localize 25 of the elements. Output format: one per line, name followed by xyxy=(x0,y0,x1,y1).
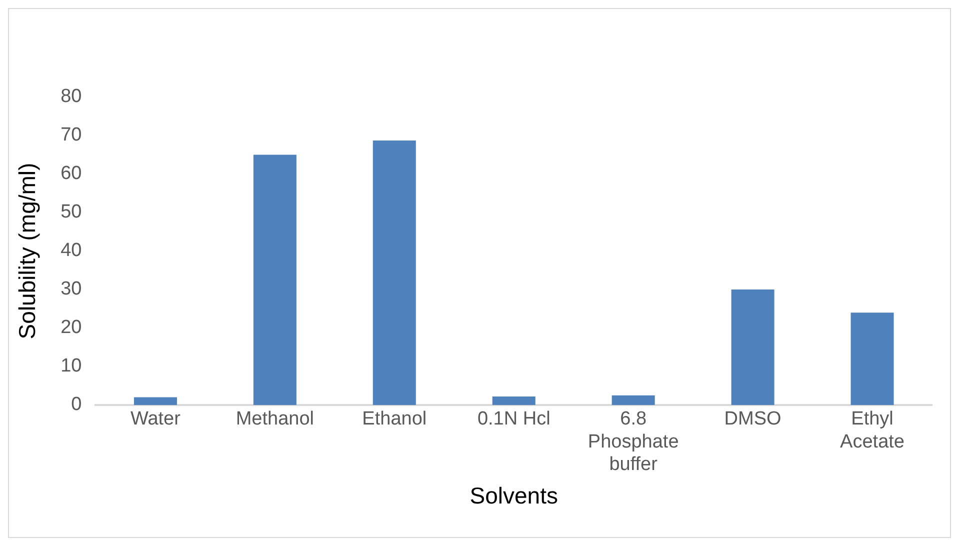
y-tick-label: 40 xyxy=(60,240,82,262)
y-tick-label: 20 xyxy=(60,317,82,338)
y-tick-label: 70 xyxy=(60,124,82,146)
x-tick-label: DMSO xyxy=(724,408,782,430)
bar xyxy=(134,397,177,405)
x-axis-title: Solvents xyxy=(470,482,558,509)
y-tick-label: 50 xyxy=(60,202,82,223)
bar xyxy=(850,312,894,405)
bar xyxy=(612,395,655,405)
y-tick-label: 30 xyxy=(60,278,82,300)
x-tick-label: Water xyxy=(130,408,182,430)
x-tick-label: Ethyl Acetate xyxy=(840,408,904,452)
y-tick-label: 80 xyxy=(60,86,82,108)
x-tick-label: Ethanol xyxy=(362,408,427,430)
y-tick-label: 10 xyxy=(60,356,82,377)
bar xyxy=(253,154,296,405)
bar xyxy=(731,290,774,405)
y-tick-label: 60 xyxy=(60,163,82,184)
x-tick-label: 0.1N Hcl xyxy=(477,408,550,430)
bar xyxy=(492,396,536,405)
bar xyxy=(372,140,416,405)
y-axis-title: Solubility (mg/ml) xyxy=(14,162,40,340)
x-tick-label: 6.8 Phosphate buffer xyxy=(588,408,679,476)
y-tick-label: 0 xyxy=(71,394,82,416)
x-tick-label: Methanol xyxy=(236,408,314,430)
